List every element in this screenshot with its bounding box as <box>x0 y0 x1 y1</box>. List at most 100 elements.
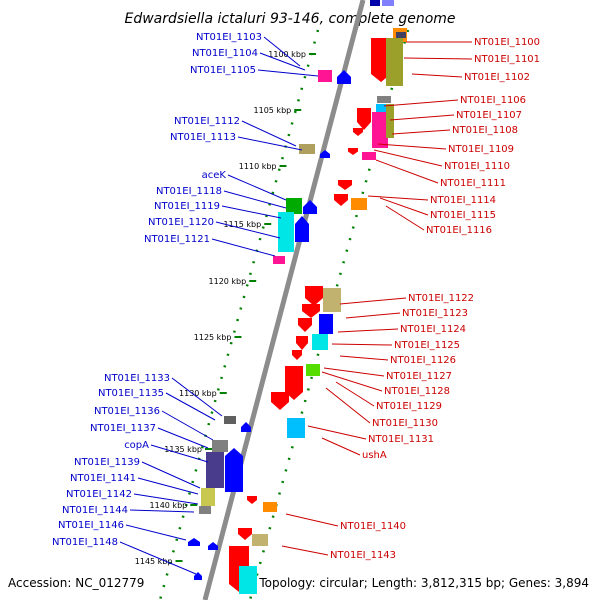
gene-feature <box>334 194 348 206</box>
gene-label-right: NT01EI_1114 <box>430 195 496 206</box>
map-title: Edwardsiella ictaluri 93-146, complete g… <box>124 11 455 27</box>
gene-feature <box>302 304 320 318</box>
gene-feature <box>377 96 391 103</box>
label-connector <box>411 73 463 78</box>
gene-label-right: NT01EI_1115 <box>430 210 496 221</box>
gene-feature <box>278 212 294 252</box>
gene-label-right: NT01EI_1126 <box>390 355 456 366</box>
gene-label-right: NT01EI_1131 <box>368 434 434 445</box>
gene-label-left: NT01EI_1121 <box>144 234 210 245</box>
label-connector <box>241 120 297 147</box>
kbp-label: 1140 kbp <box>150 501 188 510</box>
label-connector <box>119 541 197 575</box>
label-connector <box>285 513 339 527</box>
gene-label-left: NT01EI_1133 <box>104 373 170 384</box>
label-connector <box>325 387 371 424</box>
gene-label-left: NT01EI_1120 <box>148 217 214 228</box>
label-connector <box>375 159 439 184</box>
gene-label-left: NT01EI_1119 <box>154 201 220 212</box>
gene-label-left: NT01EI_1104 <box>192 48 258 59</box>
gene-feature <box>224 416 236 424</box>
gene-feature <box>252 534 268 546</box>
gene-labels: NT01EI_1103 NT01EI_1104 NT01EI_1105 NT01EI_… <box>52 32 540 561</box>
gene-feature <box>271 392 289 410</box>
gene-feature <box>199 506 211 514</box>
kbp-label: 1100 kbp <box>268 50 306 59</box>
label-connector <box>379 197 429 216</box>
gene-feature <box>362 152 376 160</box>
gene-feature <box>386 38 403 86</box>
gene-feature <box>247 496 257 504</box>
kbp-label: 1120 kbp <box>209 277 247 286</box>
gene-feature <box>295 216 309 242</box>
gene-label-right: NT01EI_1124 <box>400 324 466 335</box>
label-connector <box>257 69 319 77</box>
gene-feature <box>382 0 394 6</box>
gene-label-left: NT01EI_1105 <box>190 65 256 76</box>
kbp-label: 1105 kbp <box>254 106 292 115</box>
genome-backbone <box>202 0 366 600</box>
gene-label-right: NT01EI_1123 <box>402 308 468 319</box>
gene-label-right: NT01EI_1143 <box>330 550 396 561</box>
gene-label-right: NT01EI_1130 <box>372 418 438 429</box>
label-connector <box>403 57 473 60</box>
gene-feature <box>263 502 277 512</box>
gene-feature <box>318 70 332 82</box>
gene-feature <box>273 256 285 264</box>
gene-feature <box>319 314 333 334</box>
label-connector <box>373 149 443 167</box>
gene-label-right: NT01EI_1102 <box>464 72 530 83</box>
gene-feature <box>225 448 243 492</box>
gene-feature <box>353 128 363 136</box>
gene-feature <box>351 198 367 210</box>
gene-feature <box>376 104 390 114</box>
gene-label-right: NT01EI_1127 <box>386 371 452 382</box>
gene-label-right: NT01EI_1140 <box>340 521 406 532</box>
kbp-label: 1145 kbp <box>135 557 173 566</box>
gene-label-right: NT01EI_1125 <box>394 340 460 351</box>
gene-feature <box>208 542 218 550</box>
label-connector <box>171 377 223 417</box>
gene-label-left: copA <box>124 440 149 451</box>
label-connector <box>331 343 393 346</box>
label-connector <box>385 205 425 231</box>
gene-feature <box>338 180 352 190</box>
gene-feature <box>348 148 358 155</box>
label-connector <box>389 114 455 121</box>
gene-label-right: NT01EI_1106 <box>460 95 526 106</box>
label-connector <box>377 143 447 150</box>
gene-label-left: NT01EI_1139 <box>74 457 140 468</box>
gene-label-right: NT01EI_1110 <box>444 161 510 172</box>
gene-feature <box>320 150 330 158</box>
label-connector <box>211 238 276 257</box>
gene-label-left: NT01EI_1103 <box>196 32 262 43</box>
topology-text: Topology: circular; Length: 3,812,315 bp… <box>258 576 589 590</box>
gene-label-left: NT01EI_1144 <box>62 505 128 516</box>
gene-label-left: NT01EI_1113 <box>170 132 236 143</box>
label-connector <box>345 312 401 319</box>
gene-label-left: NT01EI_1141 <box>70 473 136 484</box>
gene-feature <box>337 70 351 84</box>
label-connector <box>281 545 329 556</box>
label-connector <box>221 205 282 219</box>
label-connector <box>133 493 199 505</box>
gene-label-right: NT01EI_1109 <box>448 144 514 155</box>
label-connector <box>321 437 361 456</box>
kbp-label: 1110 kbp <box>239 162 277 171</box>
accession-text: Accession: NC_012779 <box>8 576 144 590</box>
gene-feature <box>296 336 308 350</box>
gene-feature <box>188 538 200 546</box>
gene-feature <box>306 364 320 376</box>
label-connector <box>129 509 195 513</box>
kbp-label: 1125 kbp <box>194 333 232 342</box>
label-connector <box>323 367 385 377</box>
gene-label-left: NT01EI_1112 <box>174 116 240 127</box>
label-connector <box>215 221 281 239</box>
gene-feature <box>372 112 388 148</box>
label-connector <box>157 427 209 449</box>
gene-label-right: NT01EI_1122 <box>408 293 474 304</box>
gene-label-right: NT01EI_1111 <box>440 178 506 189</box>
gene-feature <box>299 144 315 154</box>
gene-label-right: ushA <box>362 450 387 461</box>
